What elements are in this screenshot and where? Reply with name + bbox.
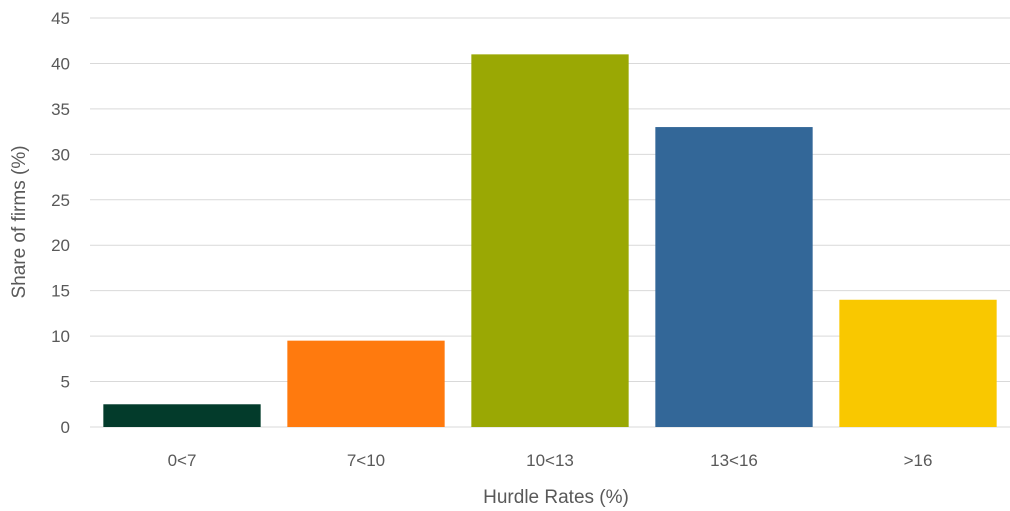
y-tick-label: 25: [51, 191, 70, 210]
x-axis-title: Hurdle Rates (%): [483, 487, 629, 508]
y-tick-label: 0: [61, 418, 70, 437]
x-tick-label: 10<13: [526, 451, 574, 470]
y-tick-label: 40: [51, 54, 70, 73]
y-axis-title: Share of firms (%): [9, 145, 30, 298]
y-axis-ticks: 0 5 10 15 20 25 30 35 40 45: [51, 9, 70, 437]
x-tick-label: 13<16: [710, 451, 758, 470]
y-tick-label: 5: [61, 373, 70, 392]
x-tick-label: 7<10: [347, 451, 385, 470]
y-tick-label: 10: [51, 327, 70, 346]
y-tick-label: 30: [51, 145, 70, 164]
bar-5: [839, 299, 997, 427]
y-tick-label: 45: [51, 9, 70, 28]
bar-1: [103, 404, 261, 427]
y-tick-label: 20: [51, 236, 70, 255]
y-tick-label: 35: [51, 100, 70, 119]
bar-4: [655, 127, 813, 428]
x-tick-label: 0<7: [168, 451, 197, 470]
bar-2: [287, 340, 445, 427]
y-tick-label: 15: [51, 282, 70, 301]
bar-3: [471, 54, 629, 427]
bars: [103, 54, 997, 428]
x-axis-ticks: 0<7 7<10 10<13 13<16 >16: [168, 451, 933, 470]
x-tick-label: >16: [904, 451, 933, 470]
